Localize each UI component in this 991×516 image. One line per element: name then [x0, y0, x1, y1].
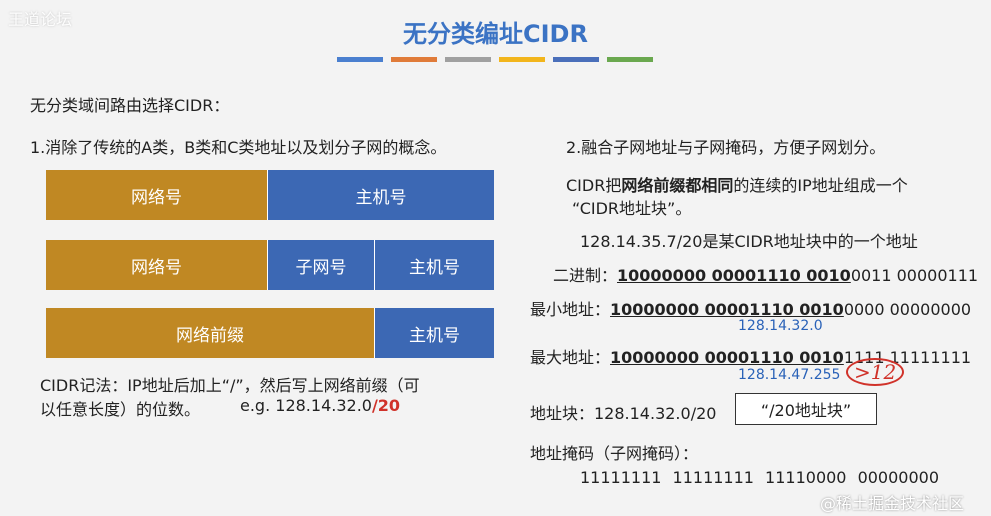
network-prefix-box: 网络前缀 [46, 308, 375, 358]
left-heading: 无分类域间路由选择CIDR： [30, 96, 230, 115]
address-block-box: “/20地址块” [735, 393, 877, 425]
point-2: 2.融合子网地址与子网掩码，方便子网划分。 [566, 138, 886, 157]
point-1: 1.消除了传统的A类，B类和C类地址以及划分子网的概念。 [30, 138, 447, 157]
title-bar-segment [607, 57, 653, 62]
min-label: 最小地址： [530, 300, 611, 319]
address-block-label: 地址块：128.14.32.0/20 [530, 404, 717, 423]
title-bar-segment [553, 57, 599, 62]
min-address-decimal: 128.14.32.0 [738, 318, 823, 334]
network-number-box: 网络号 [46, 240, 268, 290]
cidr-example: e.g. 128.14.32.0/20 [240, 396, 400, 415]
host-number-box: 主机号 [375, 308, 494, 358]
example-address: e.g. 128.14.32.0 [240, 396, 372, 415]
min-prefix-bits: 10000000 00001110 0010 [610, 300, 844, 319]
address-row-classful: 网络号 主机号 [46, 170, 494, 220]
max-label: 最大地址： [530, 348, 611, 367]
binary-row: 二进制：10000000 00001110 00100011 00000111 [553, 262, 978, 286]
annotation-circle: >12 [846, 358, 905, 386]
max-address-row: 最大地址：10000000 00001110 00101111 11111111 [530, 344, 971, 368]
mask-value: 11111111 11111111 11110000 00000000 [580, 468, 940, 487]
cidr-description-line2: “CIDR地址块”。 [572, 199, 692, 218]
binary-label: 二进制： [553, 266, 618, 285]
address-row-cidr: 网络前缀 主机号 [46, 308, 494, 358]
min-host-bits: 0000 00000000 [843, 300, 972, 319]
cidr-notation-line2: 以任意长度）的位数。 [40, 400, 201, 419]
example-prefix-length: /20 [371, 396, 401, 415]
max-address-decimal: 128.14.47.255 [738, 367, 841, 383]
address-row-subnet: 网络号 子网号 主机号 [46, 240, 494, 290]
desc-part-a: CIDR把 [566, 176, 622, 195]
network-number-box: 网络号 [46, 170, 268, 220]
title-color-bar [337, 57, 653, 62]
cidr-notation-line1: CIDR记法：IP地址后加上“/”，然后写上网络前缀（可 [40, 376, 420, 395]
cidr-example-address: 128.14.35.7/20是某CIDR地址块中的一个地址 [580, 232, 918, 251]
subnet-number-box: 子网号 [268, 240, 375, 290]
binary-prefix-bits: 10000000 00001110 0010 [617, 266, 851, 285]
desc-part-c: 的连续的IP地址组成一个 [733, 176, 908, 195]
host-number-box: 主机号 [375, 240, 494, 290]
slide-title: 无分类编址CIDR [403, 20, 588, 48]
title-bar-segment [391, 57, 437, 62]
max-prefix-bits: 10000000 00001110 0010 [610, 348, 844, 367]
watermark-logo: 王道论坛 [8, 10, 73, 29]
cidr-description-line1: CIDR把网络前缀都相同的连续的IP地址组成一个 [566, 172, 908, 196]
desc-emphasis: 网络前缀都相同 [621, 176, 734, 195]
title-bar-segment [337, 57, 383, 62]
host-number-box: 主机号 [268, 170, 494, 220]
mask-label: 地址掩码（子网掩码）： [530, 444, 699, 463]
watermark-source: @稀土掘金技术社区 [820, 494, 965, 513]
binary-host-bits: 0011 00000111 [850, 266, 979, 285]
title-bar-segment [499, 57, 545, 62]
title-bar-segment [445, 57, 491, 62]
min-address-row: 最小地址：10000000 00001110 00100000 00000000 [530, 296, 971, 320]
